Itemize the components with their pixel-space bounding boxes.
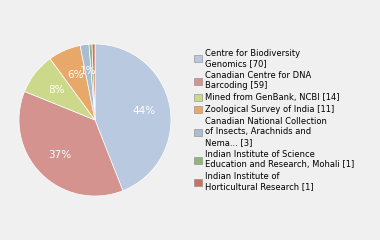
Text: 1%: 1%: [80, 66, 97, 76]
Wedge shape: [89, 44, 95, 120]
Wedge shape: [50, 45, 95, 120]
Text: 44%: 44%: [132, 106, 155, 116]
Wedge shape: [25, 59, 95, 120]
Wedge shape: [80, 44, 95, 120]
Text: 6%: 6%: [67, 70, 83, 80]
Wedge shape: [92, 44, 95, 120]
Wedge shape: [95, 44, 171, 191]
Text: 8%: 8%: [48, 85, 64, 95]
Wedge shape: [19, 91, 123, 196]
Text: 37%: 37%: [48, 150, 71, 160]
Legend: Centre for Biodiversity
Genomics [70], Canadian Centre for DNA
Barcoding [59], M: Centre for Biodiversity Genomics [70], C…: [194, 48, 354, 192]
